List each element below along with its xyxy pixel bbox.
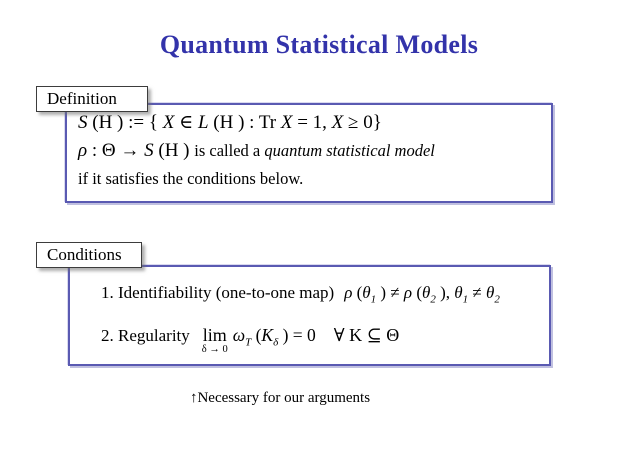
lim-text: lim [202,325,227,345]
math-token: : Θ → [87,140,145,161]
math-token: X [162,112,175,133]
math-token: ρ [403,283,413,302]
subscript: 2 [494,293,500,306]
math-token: = 1, [292,112,332,133]
slide-title: Quantum Statistical Models [159,30,479,59]
math-token: ( [251,325,262,345]
definition-formula-state-space: S (H ) := { X ∈ L (H ) : Tr X = 1, X ≥ 0… [78,111,382,134]
definition-condition-sentence: if it satisfies the conditions below. [78,169,304,188]
subscript: 2 [430,293,436,306]
math-token: ρ [344,283,353,302]
definition-box: S (H ) := { X ∈ L (H ) : Tr X = 1, X ≥ 0… [65,103,553,203]
condition-1-text: 1. Identifiability (one-to-one map) [101,283,335,302]
math-token: ), [435,283,455,302]
math-token: X [331,112,344,133]
conditions-box: 1. Identifiability (one-to-one map) ρ (θ1… [68,265,551,366]
definition-label: Definition [36,86,148,112]
math-token: ∈ [174,112,198,133]
math-token: θ [422,283,431,302]
conditions-label: Conditions [36,242,142,268]
math-token: L [197,112,209,133]
math-token: (H ) : Tr [208,112,281,133]
math-token: (H ) := { [87,112,163,133]
math-token: ( [412,283,422,302]
math-token: ) ≠ [376,283,404,302]
conditions-label-text: Conditions [47,245,122,264]
definition-formula-model-map: ρ : Θ → S (H ) is called a quantum stati… [78,140,435,162]
definition-term-italic: quantum statistical model [264,141,435,160]
subscript: 1 [462,293,469,306]
math-token: θ [362,283,371,302]
lim-subscript: δ → 0 [201,344,228,355]
condition-regularity: 2. Regularity lim δ → 0 ωT (Kδ ) = 0 ∀ K… [101,325,399,356]
math-token: ≥ 0} [343,112,382,133]
subscript: T [245,336,252,349]
limit-operator: lim δ → 0 [202,326,228,356]
math-token: K [261,325,274,345]
definition-text: is called a [194,141,265,160]
forall-clause: ∀ K ⊆ Θ [333,325,400,345]
math-token: ρ [78,140,88,161]
subscript: 1 [370,293,377,306]
condition-2-formula: ωT (Kδ ) = 0 [232,325,316,349]
math-token: ( [352,283,363,302]
math-token: θ [485,283,495,302]
math-token: θ [454,283,463,302]
condition-2-text: 2. Regularity [101,326,190,345]
math-token: ) = 0 [278,325,316,345]
condition-1-formula: ρ (θ1 ) ≠ ρ (θ2 ), θ1 ≠ θ2 [344,283,500,306]
definition-label-text: Definition [47,89,117,108]
footnote-necessary-arguments: ↑Necessary for our arguments [189,390,371,406]
subscript: δ [273,336,279,349]
math-token: ≠ [468,283,486,302]
condition-identifiability: 1. Identifiability (one-to-one map) ρ (θ1… [101,283,500,306]
math-token: S [78,112,88,133]
math-token: X [280,112,293,133]
math-token: (H ) [153,140,195,161]
math-token: ω [232,325,246,345]
math-token: S [144,140,154,161]
